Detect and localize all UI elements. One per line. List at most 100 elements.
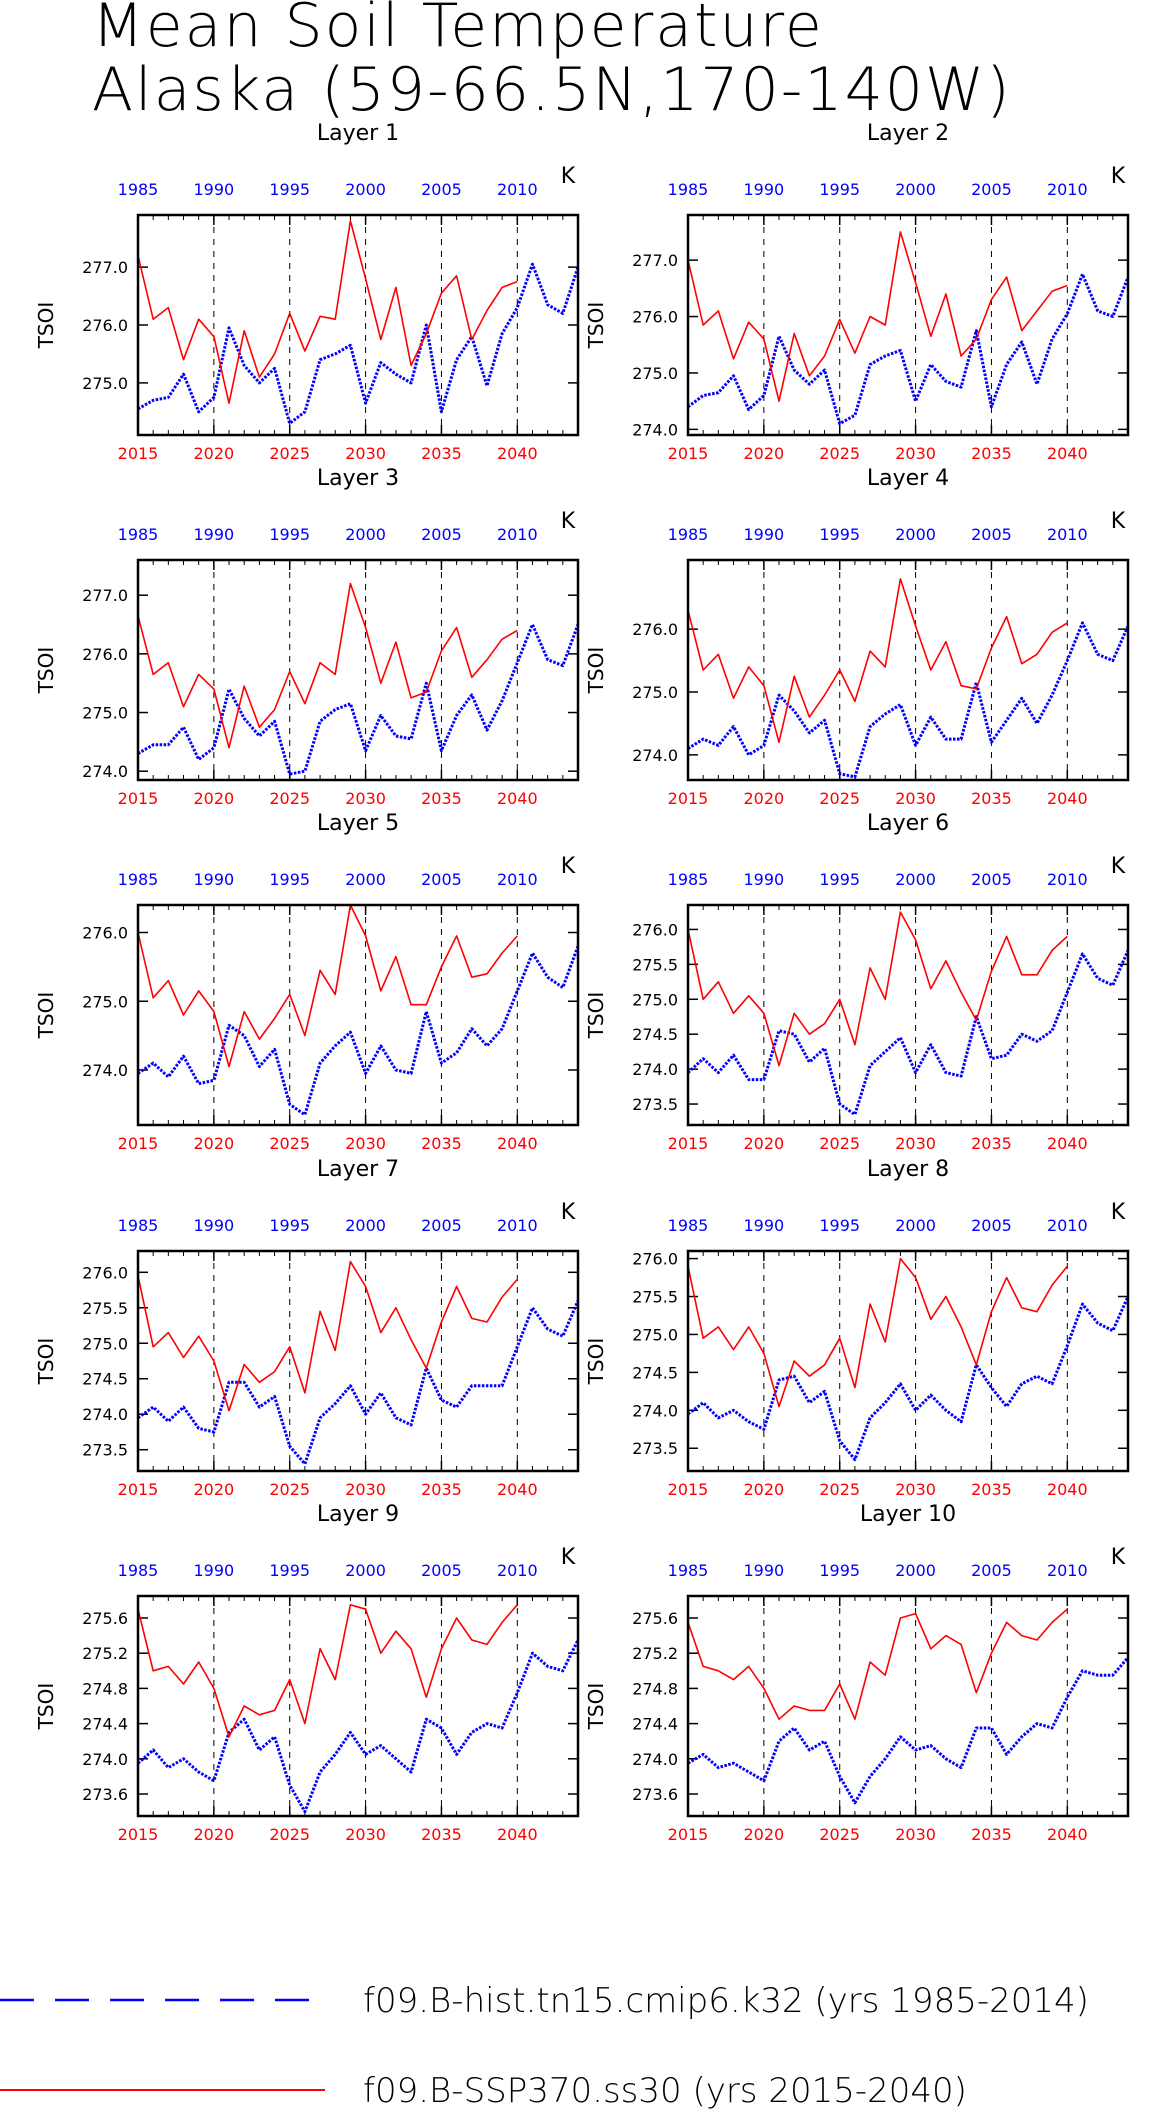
x-top-tick-label: 2005 xyxy=(421,525,462,544)
x-top-tick-label: 2010 xyxy=(1047,525,1088,544)
x-top-tick-label: 1990 xyxy=(194,1561,235,1580)
panel-layer-6: Layer 6 K TSOI 2015 2020 2025 2030 2035 2040 1985… xyxy=(584,811,1130,1153)
x-bottom-tick-label: 2040 xyxy=(497,789,538,808)
series-line-hist xyxy=(137,1300,580,1466)
panel-layer-10: Layer 10 K TSOI 2015 2020 2025 2030 2035 2040 198… xyxy=(584,1502,1130,1844)
y-tick-label: 276.0 xyxy=(82,1263,128,1282)
panel-layer-2: Layer 2 K TSOI 2015 2020 2025 2030 2035 2040 1985… xyxy=(584,121,1130,463)
y-tick-label: 275.0 xyxy=(82,992,128,1011)
x-bottom-tick-label: 2025 xyxy=(819,1134,860,1153)
x-top-tick-label: 1995 xyxy=(819,525,860,544)
y-tick-label: 274.0 xyxy=(632,1060,678,1079)
x-bottom-tick-label: 2025 xyxy=(819,1480,860,1499)
panel-title: Layer 7 xyxy=(317,1157,399,1182)
x-top-tick-label: 1985 xyxy=(668,180,709,199)
x-bottom-tick-label: 2040 xyxy=(1047,789,1088,808)
x-top-tick-label: 1990 xyxy=(194,180,235,199)
x-top-tick-label: 2005 xyxy=(421,870,462,889)
x-top-tick-label: 1990 xyxy=(194,525,235,544)
y-tick-label: 277.0 xyxy=(632,251,678,270)
y-tick-label: 274.0 xyxy=(82,1405,128,1424)
x-top-tick-label: 2000 xyxy=(345,870,386,889)
x-bottom-tick-label: 2015 xyxy=(118,789,159,808)
series-line-hist xyxy=(137,945,580,1117)
x-bottom-tick-label: 2025 xyxy=(269,444,310,463)
x-bottom-tick-label: 2030 xyxy=(345,1134,386,1153)
units-label: K xyxy=(1111,854,1126,879)
x-bottom-tick-label: 2020 xyxy=(194,789,235,808)
x-top-tick-label: 1990 xyxy=(744,525,785,544)
y-tick-label: 276.0 xyxy=(632,920,678,939)
x-bottom-tick-label: 2020 xyxy=(194,1134,235,1153)
y-axis-label: TSOI xyxy=(34,1683,58,1731)
x-bottom-tick-label: 2020 xyxy=(744,1825,785,1844)
x-top-tick-label: 1985 xyxy=(118,1216,159,1235)
x-bottom-tick-label: 2025 xyxy=(269,1134,310,1153)
y-tick-label: 275.0 xyxy=(82,374,128,393)
y-tick-label: 276.0 xyxy=(632,620,678,639)
x-bottom-tick-label: 2015 xyxy=(118,1134,159,1153)
series-line-hist xyxy=(137,1639,580,1814)
y-tick-label: 273.6 xyxy=(632,1785,678,1804)
x-top-tick-label: 1985 xyxy=(118,870,159,889)
units-label: K xyxy=(1111,164,1126,189)
x-bottom-tick-label: 2035 xyxy=(971,1825,1012,1844)
y-axis-label: TSOI xyxy=(34,302,58,350)
y-axis-label: TSOI xyxy=(34,992,58,1040)
panels: Layer 1 K TSOI 2015 2020 2025 2030 2035 2040 1985… xyxy=(34,121,1130,1844)
x-top-tick-label: 2010 xyxy=(497,870,538,889)
x-top-tick-label: 1985 xyxy=(668,1561,709,1580)
x-top-tick-label: 1985 xyxy=(118,525,159,544)
y-tick-label: 274.8 xyxy=(632,1679,678,1698)
x-bottom-tick-label: 2020 xyxy=(744,1480,785,1499)
x-top-tick-label: 1995 xyxy=(819,1216,860,1235)
x-bottom-tick-label: 2040 xyxy=(1047,444,1088,463)
y-tick-label: 275.5 xyxy=(632,1288,678,1307)
y-tick-label: 274.5 xyxy=(632,1363,678,1382)
x-bottom-tick-label: 2015 xyxy=(118,1480,159,1499)
x-bottom-tick-label: 2015 xyxy=(118,1825,159,1844)
x-bottom-tick-label: 2040 xyxy=(497,1825,538,1844)
x-top-tick-label: 2000 xyxy=(895,870,936,889)
x-top-tick-label: 2000 xyxy=(895,525,936,544)
y-axis-label: TSOI xyxy=(584,302,608,350)
x-bottom-tick-label: 2020 xyxy=(744,789,785,808)
x-top-tick-label: 2005 xyxy=(971,1561,1012,1580)
x-top-tick-label: 1990 xyxy=(744,870,785,889)
x-bottom-tick-label: 2035 xyxy=(971,1480,1012,1499)
plot-frame xyxy=(136,1594,580,1818)
x-bottom-tick-label: 2040 xyxy=(1047,1480,1088,1499)
plot-frame xyxy=(686,1249,1130,1473)
x-top-tick-label: 2000 xyxy=(345,1561,386,1580)
panel-layer-3: Layer 3 K TSOI 2015 2020 2025 2030 2035 2040 1985… xyxy=(34,466,580,808)
x-top-tick-label: 1990 xyxy=(194,1216,235,1235)
x-bottom-tick-label: 2030 xyxy=(895,1825,936,1844)
y-tick-label: 273.5 xyxy=(82,1441,128,1460)
x-bottom-tick-label: 2035 xyxy=(421,789,462,808)
legend-label-hist: f09.B-hist.tn15.cmip6.k32 (yrs 1985-2014… xyxy=(363,1981,1089,2021)
x-bottom-tick-label: 2020 xyxy=(194,1825,235,1844)
series-line-ssp xyxy=(137,1260,518,1412)
units-label: K xyxy=(561,509,576,534)
x-bottom-tick-label: 2015 xyxy=(668,789,709,808)
x-top-tick-label: 2010 xyxy=(497,525,538,544)
series-line-ssp xyxy=(137,904,518,1068)
plot-frame xyxy=(686,903,1130,1127)
units-label: K xyxy=(561,1545,576,1570)
y-axis-label: TSOI xyxy=(34,647,58,695)
x-top-tick-label: 1995 xyxy=(269,870,310,889)
x-bottom-tick-label: 2025 xyxy=(269,1480,310,1499)
x-top-tick-label: 1985 xyxy=(668,870,709,889)
y-tick-label: 276.0 xyxy=(82,645,128,664)
series-line-ssp xyxy=(137,220,518,405)
units-label: K xyxy=(561,854,576,879)
units-label: K xyxy=(1111,509,1126,534)
y-tick-label: 274.0 xyxy=(632,1401,678,1420)
x-top-tick-label: 2005 xyxy=(971,870,1012,889)
y-tick-label: 276.0 xyxy=(82,316,128,335)
x-bottom-tick-label: 2025 xyxy=(269,1825,310,1844)
y-tick-label: 275.5 xyxy=(82,1299,128,1318)
x-bottom-tick-label: 2030 xyxy=(345,789,386,808)
units-label: K xyxy=(1111,1200,1126,1225)
y-tick-label: 274.4 xyxy=(82,1715,128,1734)
